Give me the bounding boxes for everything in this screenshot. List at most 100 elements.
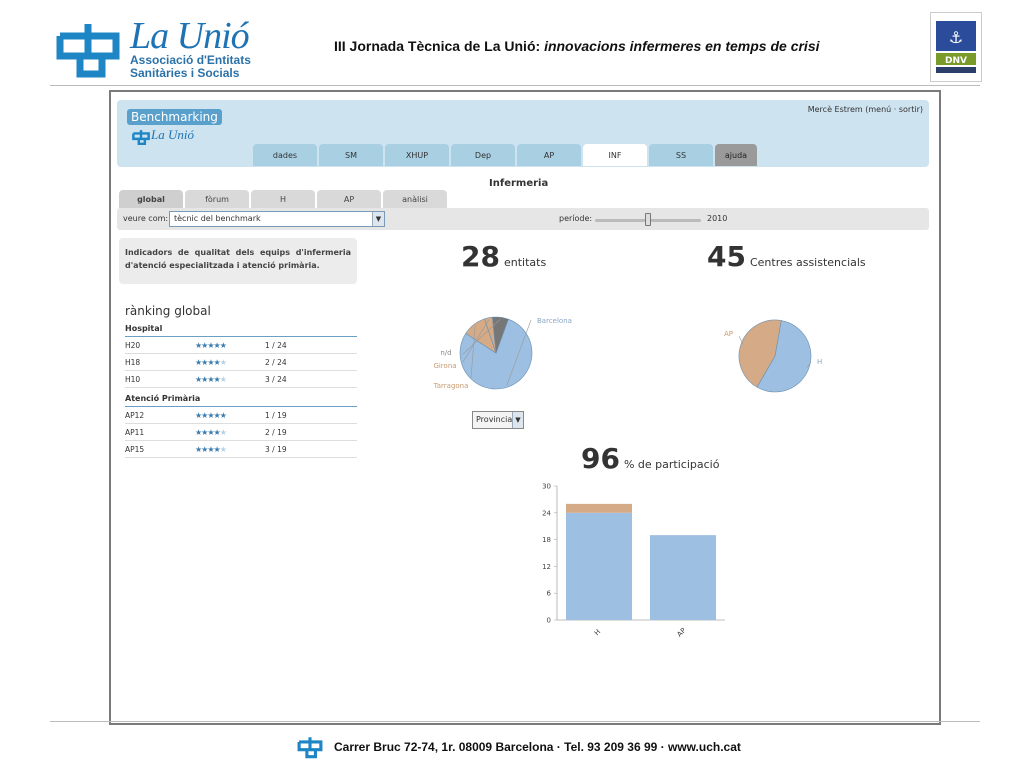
- pie-label: Tarragona: [433, 382, 469, 390]
- centres-label: Centres assistencials: [749, 256, 866, 269]
- star-rating-icon: ★★★★★: [195, 410, 227, 420]
- org-sub-line-2: Sanitàries i Socials: [130, 66, 240, 80]
- pie-label: AP: [724, 330, 733, 338]
- chevron-down-icon: ▼: [512, 412, 523, 428]
- x-tick-label: H: [593, 628, 602, 637]
- benchmarking-logo[interactable]: Benchmarking La Unió: [127, 108, 222, 152]
- view-as-label: veure com:: [123, 214, 169, 223]
- view-as-value: tècnic del benchmark: [174, 214, 261, 223]
- view-as-select[interactable]: tècnic del benchmark ▼: [169, 211, 385, 227]
- slide-title-italic: innovacions infermeres en temps de crisi: [544, 38, 820, 54]
- svg-text:⚓: ⚓: [949, 28, 963, 47]
- pie-leader-line: [738, 335, 744, 345]
- ranking-title: rànking global: [125, 304, 211, 318]
- ranking-row[interactable]: H18 ★★★★★ 2 / 24: [125, 354, 357, 371]
- pie-label: H: [817, 358, 822, 366]
- subtab-forum[interactable]: fòrum: [185, 190, 249, 208]
- subtab-h[interactable]: H: [251, 190, 315, 208]
- pie-leader-line: [462, 319, 501, 355]
- tab-dep[interactable]: Dep: [451, 144, 515, 166]
- y-tick-label: 12: [542, 563, 551, 571]
- cert-logo-text: DNV: [945, 56, 967, 66]
- entities-count: 28: [461, 240, 500, 273]
- footer-address: Carrer Bruc 72-74, 1r. 08009 Barcelona ·…: [334, 740, 741, 754]
- y-tick-label: 30: [542, 483, 551, 491]
- participation-stat: 96 % de participació: [581, 442, 719, 475]
- subtab-analisi[interactable]: anàlisi: [383, 190, 447, 208]
- ranking-position: 1 / 19: [265, 410, 287, 420]
- slide-title-plain: III Jornada Tècnica de La Unió:: [334, 38, 545, 54]
- y-tick-label: 6: [547, 590, 552, 598]
- star-rating-icon: ★★★★★: [195, 357, 227, 367]
- subtab-global[interactable]: global: [119, 190, 183, 208]
- ranking-row[interactable]: H20 ★★★★★ 1 / 24: [125, 337, 357, 354]
- participation-value: 96: [581, 442, 620, 475]
- period-slider-handle[interactable]: [645, 213, 651, 226]
- footer: Carrer Bruc 72-74, 1r. 08009 Barcelona ·…: [296, 733, 741, 761]
- user-menu[interactable]: Mercè Estrem (menú · sortir): [807, 105, 923, 114]
- benchmarking-logo-sub: La Unió: [151, 127, 194, 142]
- slide-bottom-divider: [50, 721, 980, 722]
- filter-bar: veure com: tècnic del benchmark ▼ períod…: [117, 208, 929, 230]
- type-pie-chart: H AP: [724, 319, 822, 393]
- tab-ajuda[interactable]: ajuda: [715, 144, 757, 166]
- pie-slice-ap[interactable]: [738, 319, 782, 388]
- entities-label: entitats: [503, 256, 547, 269]
- tab-dades[interactable]: dades: [253, 144, 317, 166]
- pie-slice-nd[interactable]: [492, 316, 509, 354]
- tab-inf[interactable]: INF: [583, 144, 647, 166]
- slide-top-divider: [50, 85, 980, 86]
- certification-seal-icon: ⚓ DNV: [936, 21, 976, 73]
- ranking-row[interactable]: AP12 ★★★★★ 1 / 19: [125, 407, 357, 424]
- bar-ap-segment-0[interactable]: [650, 535, 716, 620]
- pie-slice-h[interactable]: [756, 320, 812, 393]
- y-tick-label: 18: [542, 536, 551, 544]
- ranking-entity-name: H10: [125, 374, 141, 384]
- ranking-entity-name: AP15: [125, 444, 145, 454]
- centres-count: 45: [707, 240, 746, 273]
- province-select[interactable]: Provincia ▼: [472, 411, 524, 429]
- pie-leader-line: [806, 361, 812, 368]
- pie-leader-line: [462, 319, 490, 363]
- la-unio-logo: La Unió Associació d'Entitats Sanitàries…: [52, 14, 252, 84]
- pie-label: n/d: [440, 349, 451, 357]
- participation-label: % de participació: [623, 458, 720, 471]
- centres-stat: 45 Centres assistencials: [707, 240, 866, 273]
- ranking-entity-name: AP11: [125, 427, 145, 437]
- bar-h-segment-1[interactable]: [566, 503, 632, 513]
- ranking-row[interactable]: H10 ★★★★★ 3 / 24: [125, 371, 357, 388]
- tab-ss[interactable]: SS: [649, 144, 713, 166]
- pie-label: Barcelona: [537, 317, 572, 325]
- org-name: La Unió: [130, 15, 250, 57]
- ranking-row[interactable]: AP11 ★★★★★ 2 / 19: [125, 424, 357, 441]
- ranking-position: 2 / 24: [265, 357, 287, 367]
- mini-unio-icon: [132, 130, 150, 146]
- sub-tabs: global fòrum H AP anàlisi: [119, 190, 447, 208]
- subtab-ap[interactable]: AP: [317, 190, 381, 208]
- period-value: 2010: [707, 214, 728, 223]
- ranking-group-title: Atenció Primària: [125, 394, 357, 407]
- tab-sm[interactable]: SM: [319, 144, 383, 166]
- ranking-position: 3 / 24: [265, 374, 287, 384]
- province-select-value: Provincia: [476, 415, 513, 424]
- bar-h-segment-0[interactable]: [566, 512, 632, 620]
- certification-logo: ⚓ DNV: [930, 12, 982, 82]
- star-rating-icon: ★★★★★: [195, 340, 227, 350]
- ranking-row[interactable]: AP15 ★★★★★ 3 / 19: [125, 441, 357, 458]
- tab-xhup[interactable]: XHUP: [385, 144, 449, 166]
- ranking-position: 1 / 24: [265, 340, 287, 350]
- la-unio-symbol-icon: [56, 24, 120, 78]
- pie-leader-line: [470, 326, 476, 379]
- chevron-down-icon: ▼: [372, 212, 384, 226]
- x-tick-label: AP: [676, 627, 688, 639]
- main-tabs: dades SM XHUP Dep AP INF SS ajuda: [253, 144, 757, 166]
- participation-bar-chart: 0 6 12 18 24 30 H AP: [542, 483, 725, 639]
- ranking-entity-name: H20: [125, 340, 141, 350]
- y-tick-label: 0: [547, 617, 551, 625]
- tab-ap[interactable]: AP: [517, 144, 581, 166]
- footer-logo-icon: [297, 737, 323, 759]
- pie-label: Girona: [433, 362, 456, 370]
- star-rating-icon: ★★★★★: [195, 427, 227, 437]
- description-box: Indicadors de qualitat dels equips d'inf…: [119, 238, 357, 284]
